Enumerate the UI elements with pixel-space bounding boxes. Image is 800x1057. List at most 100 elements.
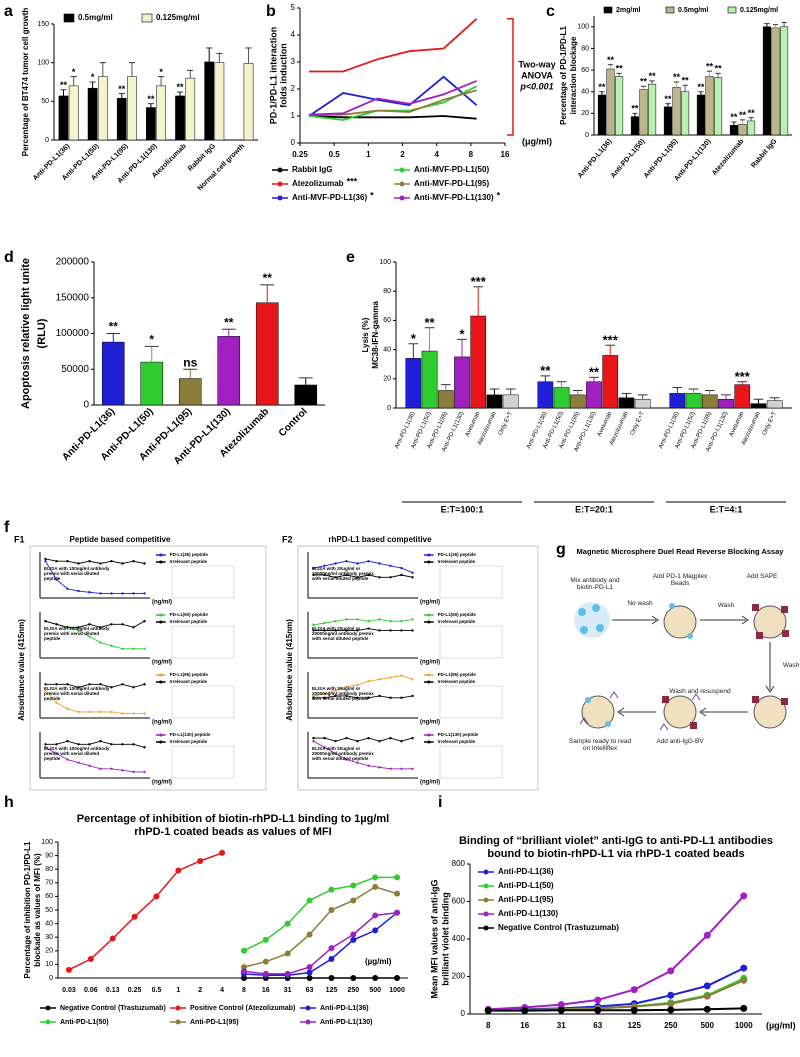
series-line xyxy=(313,560,413,574)
panel-label: g xyxy=(556,541,566,558)
x-axis-label: (ng/ml) xyxy=(152,780,172,786)
inset-frame xyxy=(171,745,235,779)
diagram-title: Magnetic Microsphere Duel Read Reverse B… xyxy=(577,547,785,556)
x-tick-label: Rabbit IgG xyxy=(187,142,217,172)
y-tick-label: 20 xyxy=(383,376,391,383)
mini-annotation: ELISA with 20ug/ml or 20000ng/ml antibod… xyxy=(312,626,374,642)
data-point xyxy=(630,1006,638,1014)
significance: ** xyxy=(697,82,705,92)
legend-marker xyxy=(427,680,431,684)
data-point xyxy=(55,683,58,686)
data-point xyxy=(66,560,69,563)
data-point xyxy=(66,587,69,590)
data-point xyxy=(88,764,91,767)
legend-swatch xyxy=(727,6,737,14)
significance: * xyxy=(411,331,417,346)
data-point xyxy=(667,991,675,999)
y-tick-label: 200000 xyxy=(56,257,90,268)
x-axis-label: (ng/ml) xyxy=(420,660,440,666)
data-point xyxy=(372,883,379,890)
y-tick-label: 40 xyxy=(581,89,589,96)
legend-label: 0.125mg/ml xyxy=(156,13,200,22)
bar xyxy=(185,77,196,141)
legend-label: PD-L1(36) peptide xyxy=(438,552,477,557)
x-axis-label: (µg/ml) xyxy=(365,957,392,966)
bar-label: Only E+T xyxy=(498,411,514,437)
x-axis-label: (ng/ml) xyxy=(420,600,440,606)
annotation: p<0.001 xyxy=(519,81,553,91)
legend-label: Irrelevant peptide xyxy=(438,679,476,684)
legend-label: PD-L1(130) peptide xyxy=(170,732,211,737)
x-tick-label: 2 xyxy=(400,150,405,159)
legend-marker xyxy=(305,1005,311,1011)
y-axis-label: blockade as values of MFI (%) xyxy=(33,853,42,967)
panel-label: i xyxy=(438,794,442,811)
data-point xyxy=(55,560,58,563)
y-tick-label: 100000 xyxy=(56,328,90,339)
series-line xyxy=(308,80,477,116)
x-tick-label: 250 xyxy=(347,987,359,994)
legend-label: Negative Control (Trastuzumab) xyxy=(60,1005,166,1012)
x-tick-label: Rabbit IgG xyxy=(750,138,778,170)
data-point xyxy=(143,770,146,774)
bar xyxy=(714,77,723,136)
data-point xyxy=(378,576,381,579)
y-axis-label: Apoptosis relative light unite xyxy=(20,258,32,409)
data-point xyxy=(356,618,359,621)
bead xyxy=(581,695,615,729)
x-tick-label: 63 xyxy=(593,1021,602,1030)
x-tick-label: Anti-PD-L1(50) xyxy=(610,138,647,180)
data-point xyxy=(328,975,335,981)
significance: ** xyxy=(673,72,681,82)
data-point xyxy=(378,694,381,698)
data-point xyxy=(334,620,337,623)
step-label: Sample ready to read on Intelliflex xyxy=(568,738,632,753)
data-point xyxy=(400,620,403,623)
data-point xyxy=(44,560,47,563)
series-line xyxy=(313,618,413,626)
x-tick-label: 0.5 xyxy=(152,987,162,994)
data-point xyxy=(378,629,381,632)
data-point xyxy=(334,576,337,579)
data-point xyxy=(99,592,102,595)
legend-marker xyxy=(159,673,163,677)
series-line xyxy=(45,560,145,594)
data-point xyxy=(44,743,47,746)
data-point xyxy=(77,761,80,764)
data-point xyxy=(367,764,370,767)
y-tick-label: 100 xyxy=(379,259,391,266)
x-tick-label: 8 xyxy=(486,1021,491,1030)
data-point xyxy=(121,623,124,626)
data-point xyxy=(345,758,348,761)
bead xyxy=(753,605,787,639)
data-point xyxy=(219,849,226,856)
legend-label: Rabbit IgG xyxy=(292,165,332,174)
sub-panel-label: F2 xyxy=(282,534,293,544)
data-point xyxy=(306,897,313,904)
data-point xyxy=(323,629,326,632)
data-point xyxy=(323,746,326,749)
legend-marker xyxy=(159,740,163,744)
data-point xyxy=(703,982,711,990)
chart-title: Percentage of inhibition of biotin-rhPD-… xyxy=(77,813,390,825)
y-axis-label: Absorbance value (415nm) xyxy=(17,619,26,721)
data-point xyxy=(121,647,124,650)
data-point xyxy=(350,931,357,938)
y-tick-label: 80 xyxy=(581,45,589,52)
data-point xyxy=(378,740,381,743)
data-point xyxy=(312,566,315,570)
y-tick-label: 100 xyxy=(41,839,53,846)
data-point xyxy=(411,694,414,698)
x-tick-label: Control xyxy=(277,406,310,439)
y-tick-label: 0 xyxy=(461,1009,466,1018)
legend-marker xyxy=(399,167,405,173)
data-point xyxy=(306,931,313,938)
data-point xyxy=(143,746,146,749)
data-point xyxy=(99,740,102,743)
y-tick-label: 90 xyxy=(45,852,53,859)
x-tick-label: 125 xyxy=(326,987,338,994)
legend-marker xyxy=(305,1019,311,1025)
chart-title: bound to biotin-rhPD-L1 via rhPD-1 coate… xyxy=(487,848,744,860)
data-point xyxy=(411,629,414,632)
legend-label: Anti-PD-L1(130) xyxy=(320,1019,373,1026)
